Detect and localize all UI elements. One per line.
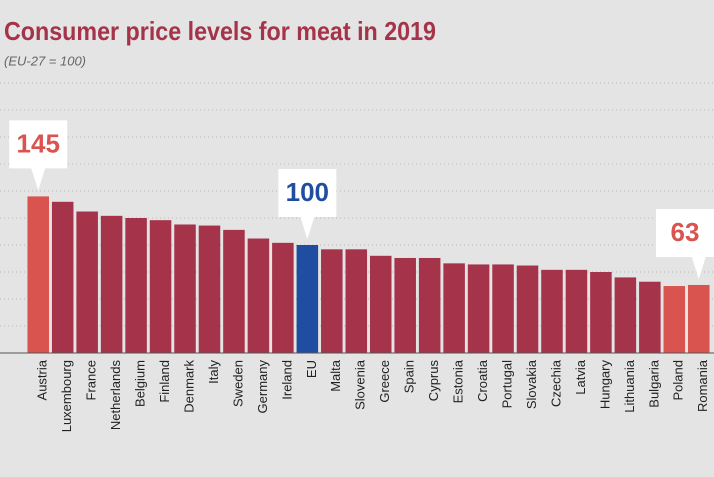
bar (443, 263, 465, 353)
x-tick-label: Portugal (499, 360, 514, 409)
bar (639, 281, 661, 353)
bar (516, 265, 539, 353)
x-tick-label: Hungary (597, 360, 612, 410)
x-tick-label: Czechia (548, 359, 563, 407)
bar (174, 224, 196, 353)
bar (614, 277, 637, 353)
bar (345, 249, 368, 353)
bar (369, 255, 392, 353)
value-label: 100 (286, 177, 329, 207)
bar (272, 242, 294, 353)
bar (100, 215, 123, 353)
bar (51, 201, 74, 353)
x-tick-label: Denmark (181, 360, 196, 413)
value-label: 145 (17, 128, 60, 158)
x-tick-label: Malta (328, 359, 343, 392)
x-tick-label: Greece (377, 360, 392, 403)
x-tick-label: Spain (402, 360, 417, 393)
bar (198, 225, 221, 353)
bar (247, 238, 270, 353)
bar (149, 220, 172, 353)
x-tick-label: Italy (206, 360, 221, 384)
x-tick-label: Slovakia (524, 359, 539, 409)
value-label: 63 (671, 217, 700, 247)
bar (76, 211, 98, 353)
chart-subtitle: (EU-27 = 100) (4, 53, 86, 68)
x-tick-label: Slovenia (353, 359, 368, 410)
bar (27, 196, 49, 353)
x-tick-label: Lithuania (622, 359, 637, 413)
bar (492, 264, 514, 353)
x-tick-label: Luxembourg (59, 360, 74, 432)
x-tick-label: Bulgaria (646, 359, 661, 407)
bar (223, 229, 245, 353)
x-tick-label: Poland (671, 360, 686, 400)
bar (418, 257, 441, 353)
bar (565, 269, 588, 353)
bar (467, 264, 490, 353)
x-tick-label: France (84, 360, 99, 400)
x-tick-label: Estonia (451, 359, 466, 403)
x-tick-label: EU (304, 360, 319, 378)
callout-box (9, 120, 68, 191)
bar (590, 272, 612, 353)
x-tick-label: Cyprus (426, 360, 441, 402)
x-tick-label: Latvia (573, 359, 588, 394)
callout-box (278, 169, 337, 239)
x-tick-label: Ireland (279, 360, 294, 400)
bar (394, 257, 416, 353)
bar (688, 284, 710, 353)
x-tick-label: Belgium (133, 360, 148, 407)
bar (321, 249, 343, 353)
bar (296, 245, 319, 353)
x-tick-label: Germany (255, 360, 270, 414)
x-tick-label: Romania (695, 359, 710, 412)
x-tick-label: Netherlands (108, 360, 123, 431)
bar (125, 218, 147, 353)
x-tick-label: Finland (157, 360, 172, 403)
callout-box (656, 208, 714, 279)
bar (663, 286, 686, 353)
bar (541, 269, 563, 353)
x-tick-label: Sweden (230, 360, 245, 407)
chart-title: Consumer price levels for meat in 2019 (4, 16, 436, 46)
x-tick-label: Austria (35, 359, 50, 400)
x-tick-label: Croatia (475, 359, 490, 402)
